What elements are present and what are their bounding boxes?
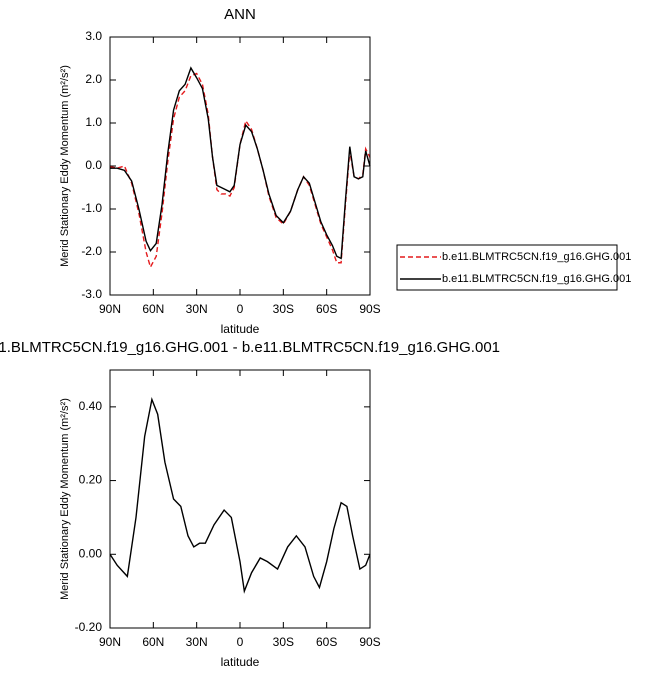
x-tick-label: 60N bbox=[142, 302, 164, 316]
plot-frame bbox=[109, 369, 371, 629]
y-tick-label: 2.0 bbox=[85, 72, 102, 86]
x-tick-label: 90N bbox=[99, 635, 121, 649]
y-tick-label: -1.0 bbox=[81, 201, 102, 215]
x-tick-label: 60S bbox=[316, 302, 337, 316]
legend-label: b.e11.BLMTRC5CN.f19_g16.GHG.001 bbox=[442, 273, 631, 285]
y-tick-label: 0.00 bbox=[79, 546, 103, 560]
y-tick-label: -0.20 bbox=[75, 620, 103, 634]
y-tick-label: -2.0 bbox=[81, 244, 102, 258]
x-tick-label: 0 bbox=[237, 302, 244, 316]
x-tick-label: 90N bbox=[99, 302, 121, 316]
x-tick-label: 30N bbox=[186, 302, 208, 316]
x-tick-label: 30S bbox=[273, 635, 294, 649]
chart-title: b.e11.BLMTRC5CN.f19_g16.GHG.001 - b.e11.… bbox=[0, 339, 500, 356]
legend-box bbox=[396, 244, 618, 291]
data-line bbox=[109, 396, 371, 594]
x-tick-label: 60S bbox=[316, 635, 337, 649]
legend-label: b.e11.BLMTRC5CN.f19_g16.GHG.001 bbox=[442, 251, 631, 263]
y-tick-label: -3.0 bbox=[81, 287, 102, 301]
x-tick-label: 30N bbox=[186, 635, 208, 649]
y-tick-label: 1.0 bbox=[85, 115, 102, 129]
y-tick-label: 3.0 bbox=[85, 29, 102, 43]
data-line bbox=[109, 72, 371, 269]
x-tick-label: 90S bbox=[359, 635, 380, 649]
y-axis-label: Merid Stationary Eddy Momentum (m²/s²) bbox=[59, 398, 71, 600]
x-tick-label: 90S bbox=[359, 302, 380, 316]
y-tick-label: 0.20 bbox=[79, 473, 103, 487]
x-tick-label: 30S bbox=[273, 302, 294, 316]
chart-title: ANN bbox=[224, 6, 256, 23]
x-tick-label: 60N bbox=[142, 635, 164, 649]
data-line bbox=[110, 66, 371, 260]
y-tick-label: 0.40 bbox=[79, 399, 103, 413]
x-axis-label: latitude bbox=[221, 322, 260, 336]
y-tick-label: 0.0 bbox=[85, 158, 102, 172]
y-axis-label: Merid Stationary Eddy Momentum (m²/s²) bbox=[59, 65, 71, 267]
x-tick-label: 0 bbox=[237, 635, 244, 649]
x-axis-label: latitude bbox=[221, 655, 260, 669]
plot-frame bbox=[109, 36, 371, 296]
